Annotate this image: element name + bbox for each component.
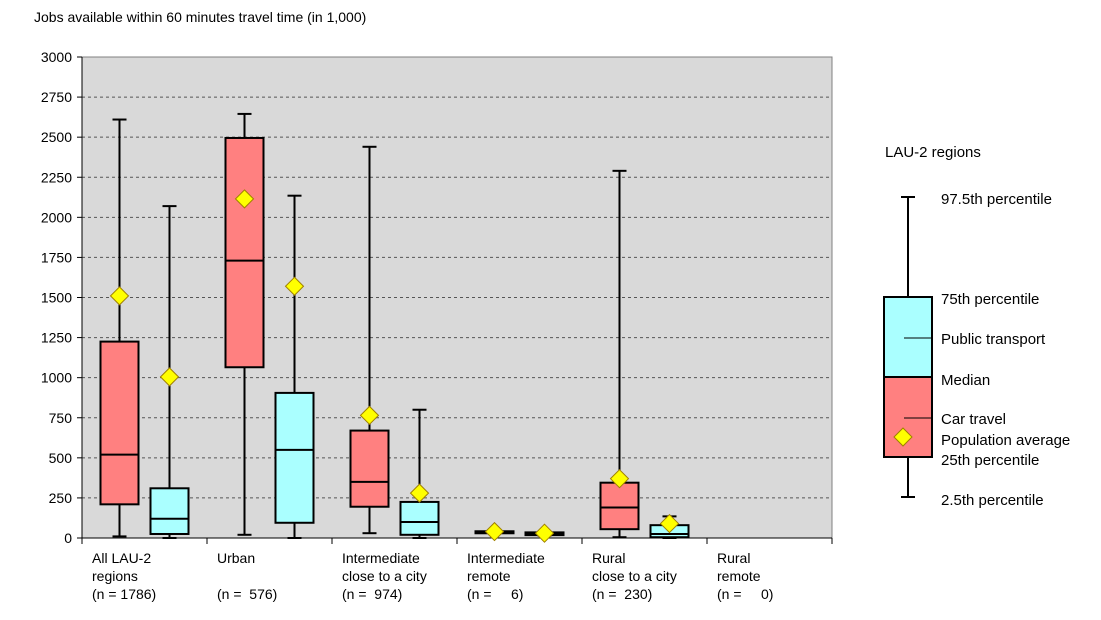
y-tick-label: 750 [49,410,73,426]
y-tick-label: 1250 [41,330,72,346]
y-tick-label: 500 [49,450,73,466]
x-category-label: (n = 576) [217,586,277,602]
y-tick-label: 1000 [41,370,72,386]
box [276,393,314,523]
y-tick-label: 3000 [41,49,72,65]
x-category-label: (n = 974) [342,586,402,602]
legend-car-label: Car travel [941,411,1006,428]
legend-median-label: Median [941,372,990,389]
x-category-label: (n = 0) [717,586,773,602]
x-category-label: regions [92,568,138,584]
x-category-label: (n = 1786) [92,586,156,602]
x-category-label: remote [467,568,511,584]
y-tick-label: 2000 [41,209,72,225]
box [101,342,139,505]
legend-average-label: Population average [941,432,1070,449]
x-category-label: Rural [717,550,750,566]
x-category-label: close to a city [592,568,677,584]
chart-title: Jobs available within 60 minutes travel … [34,9,366,25]
x-category-label: Intermediate [467,550,545,566]
x-category-label: (n = 230) [592,586,652,602]
x-category-label: (n = 6) [467,586,523,602]
y-tick-label: 1750 [41,249,72,265]
box [351,431,389,507]
x-axis: All LAU-2 regions (n = 1786) Urban (n = 576)… [82,538,832,602]
y-tick-label: 250 [49,490,73,506]
box [151,488,189,534]
y-tick-label: 2750 [41,89,72,105]
legend-box-public [884,297,932,377]
box [601,483,639,529]
x-category-label: remote [717,568,761,584]
y-axis: 0 250 500 750 1000 1250 1500 1750 2000 2250 2500 27… [41,49,82,546]
box [226,138,264,367]
x-category-label: Urban [217,550,255,566]
legend-title: LAU-2 regions [885,144,981,161]
box [401,502,439,535]
y-tick-label: 0 [64,530,72,546]
legend-p25-label: 25th percentile [941,452,1039,469]
x-category-label: Rural [592,550,625,566]
x-category-label: All LAU-2 [92,550,151,566]
legend-p2-5-label: 2.5th percentile [941,492,1044,509]
legend-p75-label: 75th percentile [941,291,1039,308]
legend: LAU-2 regions 97.5th percentile 75th perce… [884,144,1070,509]
x-category-label: Intermediate [342,550,420,566]
legend-box-car [884,377,932,457]
y-tick-label: 1500 [41,290,72,306]
legend-public-label: Public transport [941,331,1046,348]
y-tick-label: 2500 [41,129,72,145]
x-category-label: close to a city [342,568,427,584]
y-tick-label: 2250 [41,169,72,185]
legend-p97-5-label: 97.5th percentile [941,191,1052,208]
